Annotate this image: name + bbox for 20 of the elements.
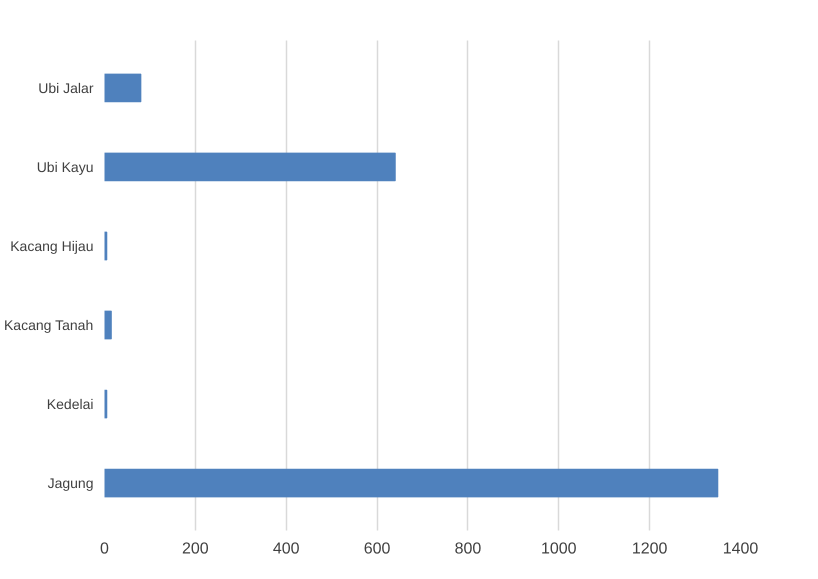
x-tick-label: 800	[454, 540, 482, 558]
x-tick-label: 600	[364, 540, 391, 558]
y-tick-label: Jagung	[48, 475, 94, 492]
x-tick-label: 200	[182, 540, 209, 558]
bar	[104, 232, 108, 260]
y-tick-label: Kacang Hijau	[10, 238, 94, 254]
bar	[104, 390, 108, 418]
x-tick-label: 0	[100, 540, 110, 558]
x-tick-label: 1000	[540, 540, 577, 558]
y-tick-label: Ubi Jalar	[38, 80, 94, 96]
bar	[104, 152, 396, 182]
bar	[104, 468, 718, 498]
bar	[104, 74, 142, 102]
y-tick-label: Kedelai	[46, 396, 94, 412]
bar	[104, 310, 112, 340]
x-tick-label: 1200	[632, 540, 668, 558]
x-tick-label: 1400	[722, 540, 758, 558]
y-tick-label: Kacang Tanah	[4, 317, 94, 334]
x-tick-label: 400	[272, 540, 300, 558]
y-tick-label: Ubi Kayu	[36, 158, 94, 175]
